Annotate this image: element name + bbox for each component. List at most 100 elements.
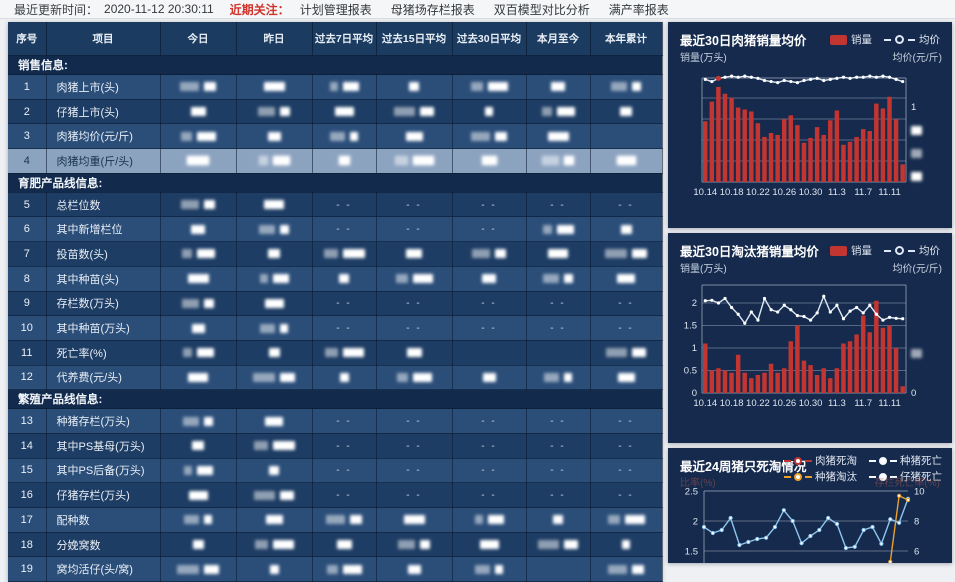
nav-report-link-1[interactable]: 母猪场存栏报表: [390, 2, 475, 17]
redacted-value: [313, 75, 376, 99]
data-cell: - -: [312, 482, 377, 508]
redacted-value: [313, 124, 376, 148]
table-row[interactable]: 1 肉猪上市(头): [8, 74, 663, 100]
table-row[interactable]: 5 总栏位数 - -- -- -- -- -: [8, 192, 663, 218]
redacted-value: [453, 149, 526, 173]
row-number: 15: [8, 458, 47, 484]
data-cell: [526, 556, 591, 582]
bar-swatch-icon: [830, 34, 847, 45]
data-cell: [160, 291, 237, 317]
legend-item-0[interactable]: 销量: [830, 243, 872, 258]
table-row[interactable]: 3 肉猪均价(元/斤): [8, 123, 663, 150]
data-cell: [160, 266, 237, 292]
legend-item-0[interactable]: 肉猪死淘: [784, 453, 857, 468]
data-cell: [376, 266, 453, 292]
redacted-value: [377, 100, 452, 124]
data-cell: [376, 556, 453, 582]
row-number: 11: [8, 340, 47, 366]
data-cell: [160, 458, 237, 484]
legend-item-2[interactable]: 种猪淘汰: [784, 469, 857, 484]
row-number: 1: [8, 74, 47, 100]
redacted-value: [313, 100, 376, 124]
nav-report-link-0[interactable]: 计划管理报表: [299, 2, 372, 17]
table-row[interactable]: 14 其中PS基母(万头) - -- -- -- -- -: [8, 433, 663, 459]
redacted-value: [527, 149, 590, 173]
svg-text:1.5: 1.5: [684, 321, 697, 332]
redacted-value: [161, 193, 236, 217]
redacted-value: [377, 149, 452, 173]
data-cell: - -: [376, 458, 453, 484]
nav-report-link-2[interactable]: 双百模型对比分析: [493, 2, 590, 17]
legend-item-0[interactable]: 销量: [830, 32, 872, 47]
row-number: 9: [8, 291, 47, 317]
legend-item-3[interactable]: 仔猪死亡: [869, 469, 942, 484]
redacted-value: [453, 533, 526, 557]
table-row[interactable]: 16 仔猪存栏(万头) - -- -- -- -- -: [8, 482, 663, 508]
redacted-value: [527, 366, 590, 390]
data-cell: [160, 340, 237, 366]
data-cell: [590, 266, 663, 292]
data-cell: - -: [312, 433, 377, 459]
data-cell: [526, 365, 591, 391]
redacted-value: [527, 267, 590, 291]
redacted-value: [237, 292, 312, 316]
legend-item-1[interactable]: 均价: [884, 32, 940, 47]
redacted-value: [591, 508, 662, 532]
redacted-value: [237, 533, 312, 557]
redacted-value: [591, 267, 662, 291]
data-cell: - -: [376, 408, 453, 434]
row-label: 其中PS后备(万头): [46, 458, 161, 484]
table-row[interactable]: 8 其中种苗(头): [8, 266, 663, 292]
redacted-value: [161, 75, 236, 99]
row-label: 死亡率(%): [46, 340, 161, 366]
data-cell: [452, 99, 527, 125]
data-cell: [312, 266, 377, 292]
data-cell: [452, 507, 527, 533]
redacted-value: [161, 341, 236, 365]
table-row[interactable]: 11 死亡率(%): [8, 340, 663, 366]
table-row[interactable]: 4 肉猪均重(斤/头): [8, 148, 663, 174]
data-cell: [236, 340, 313, 366]
column-header: 今日: [160, 22, 237, 56]
redacted-value: [377, 75, 452, 99]
redacted-axis-value: [911, 149, 922, 158]
svg-text:1: 1: [692, 343, 697, 354]
data-cell: [376, 123, 453, 150]
row-label: 仔猪上市(头): [46, 99, 161, 125]
data-cell: [452, 74, 527, 100]
data-cell: [236, 148, 313, 174]
table-row[interactable]: 18 分娩窝数: [8, 532, 663, 558]
y-axis-label-left-faint: 比率(%): [680, 478, 716, 489]
table-row[interactable]: 12 代养费(元/头): [8, 365, 663, 391]
data-cell: - -: [590, 192, 663, 218]
data-cell: [160, 241, 237, 267]
table-row[interactable]: 2 仔猪上市(头): [8, 99, 663, 125]
redacted-value: [453, 124, 526, 148]
data-cell: [160, 315, 237, 341]
redacted-value: [313, 267, 376, 291]
table-row[interactable]: 7 投苗数(头): [8, 241, 663, 267]
section-header-row: 销售信息:: [8, 55, 663, 75]
data-cell: - -: [526, 291, 591, 317]
table-row[interactable]: 6 其中新增栏位 - -- -- -: [8, 216, 663, 243]
legend-item-1[interactable]: 种猪死亡: [869, 453, 942, 468]
table-row[interactable]: 17 配种数: [8, 507, 663, 533]
svg-text:6: 6: [914, 547, 919, 558]
row-label: 其中种苗(头): [46, 266, 161, 292]
table-row[interactable]: 15 其中PS后备(万头) - -- -- -- -- -: [8, 458, 663, 484]
row-number: 14: [8, 433, 47, 459]
table-row[interactable]: 9 存栏数(万头) - -- -- -- -- -: [8, 291, 663, 317]
chart-legend: 销量 均价: [830, 243, 940, 258]
data-cell: - -: [312, 458, 377, 484]
redacted-value: [453, 75, 526, 99]
data-cell: - -: [376, 291, 453, 317]
row-label: 窝均活仔(头/窝): [46, 556, 161, 582]
legend-item-1[interactable]: 均价: [884, 243, 940, 258]
data-cell: [236, 458, 313, 484]
nav-report-link-3[interactable]: 满产率报表: [608, 2, 669, 17]
table-row[interactable]: 13 种猪存栏(万头) - -- -- -- -- -: [8, 408, 663, 434]
row-label: 其中种苗(万头): [46, 315, 161, 341]
table-row[interactable]: 19 窝均活仔(头/窝): [8, 556, 663, 582]
table-row[interactable]: 10 其中种苗(万头) - -- -- -- -- -: [8, 315, 663, 341]
column-header: 昨日: [236, 22, 313, 56]
